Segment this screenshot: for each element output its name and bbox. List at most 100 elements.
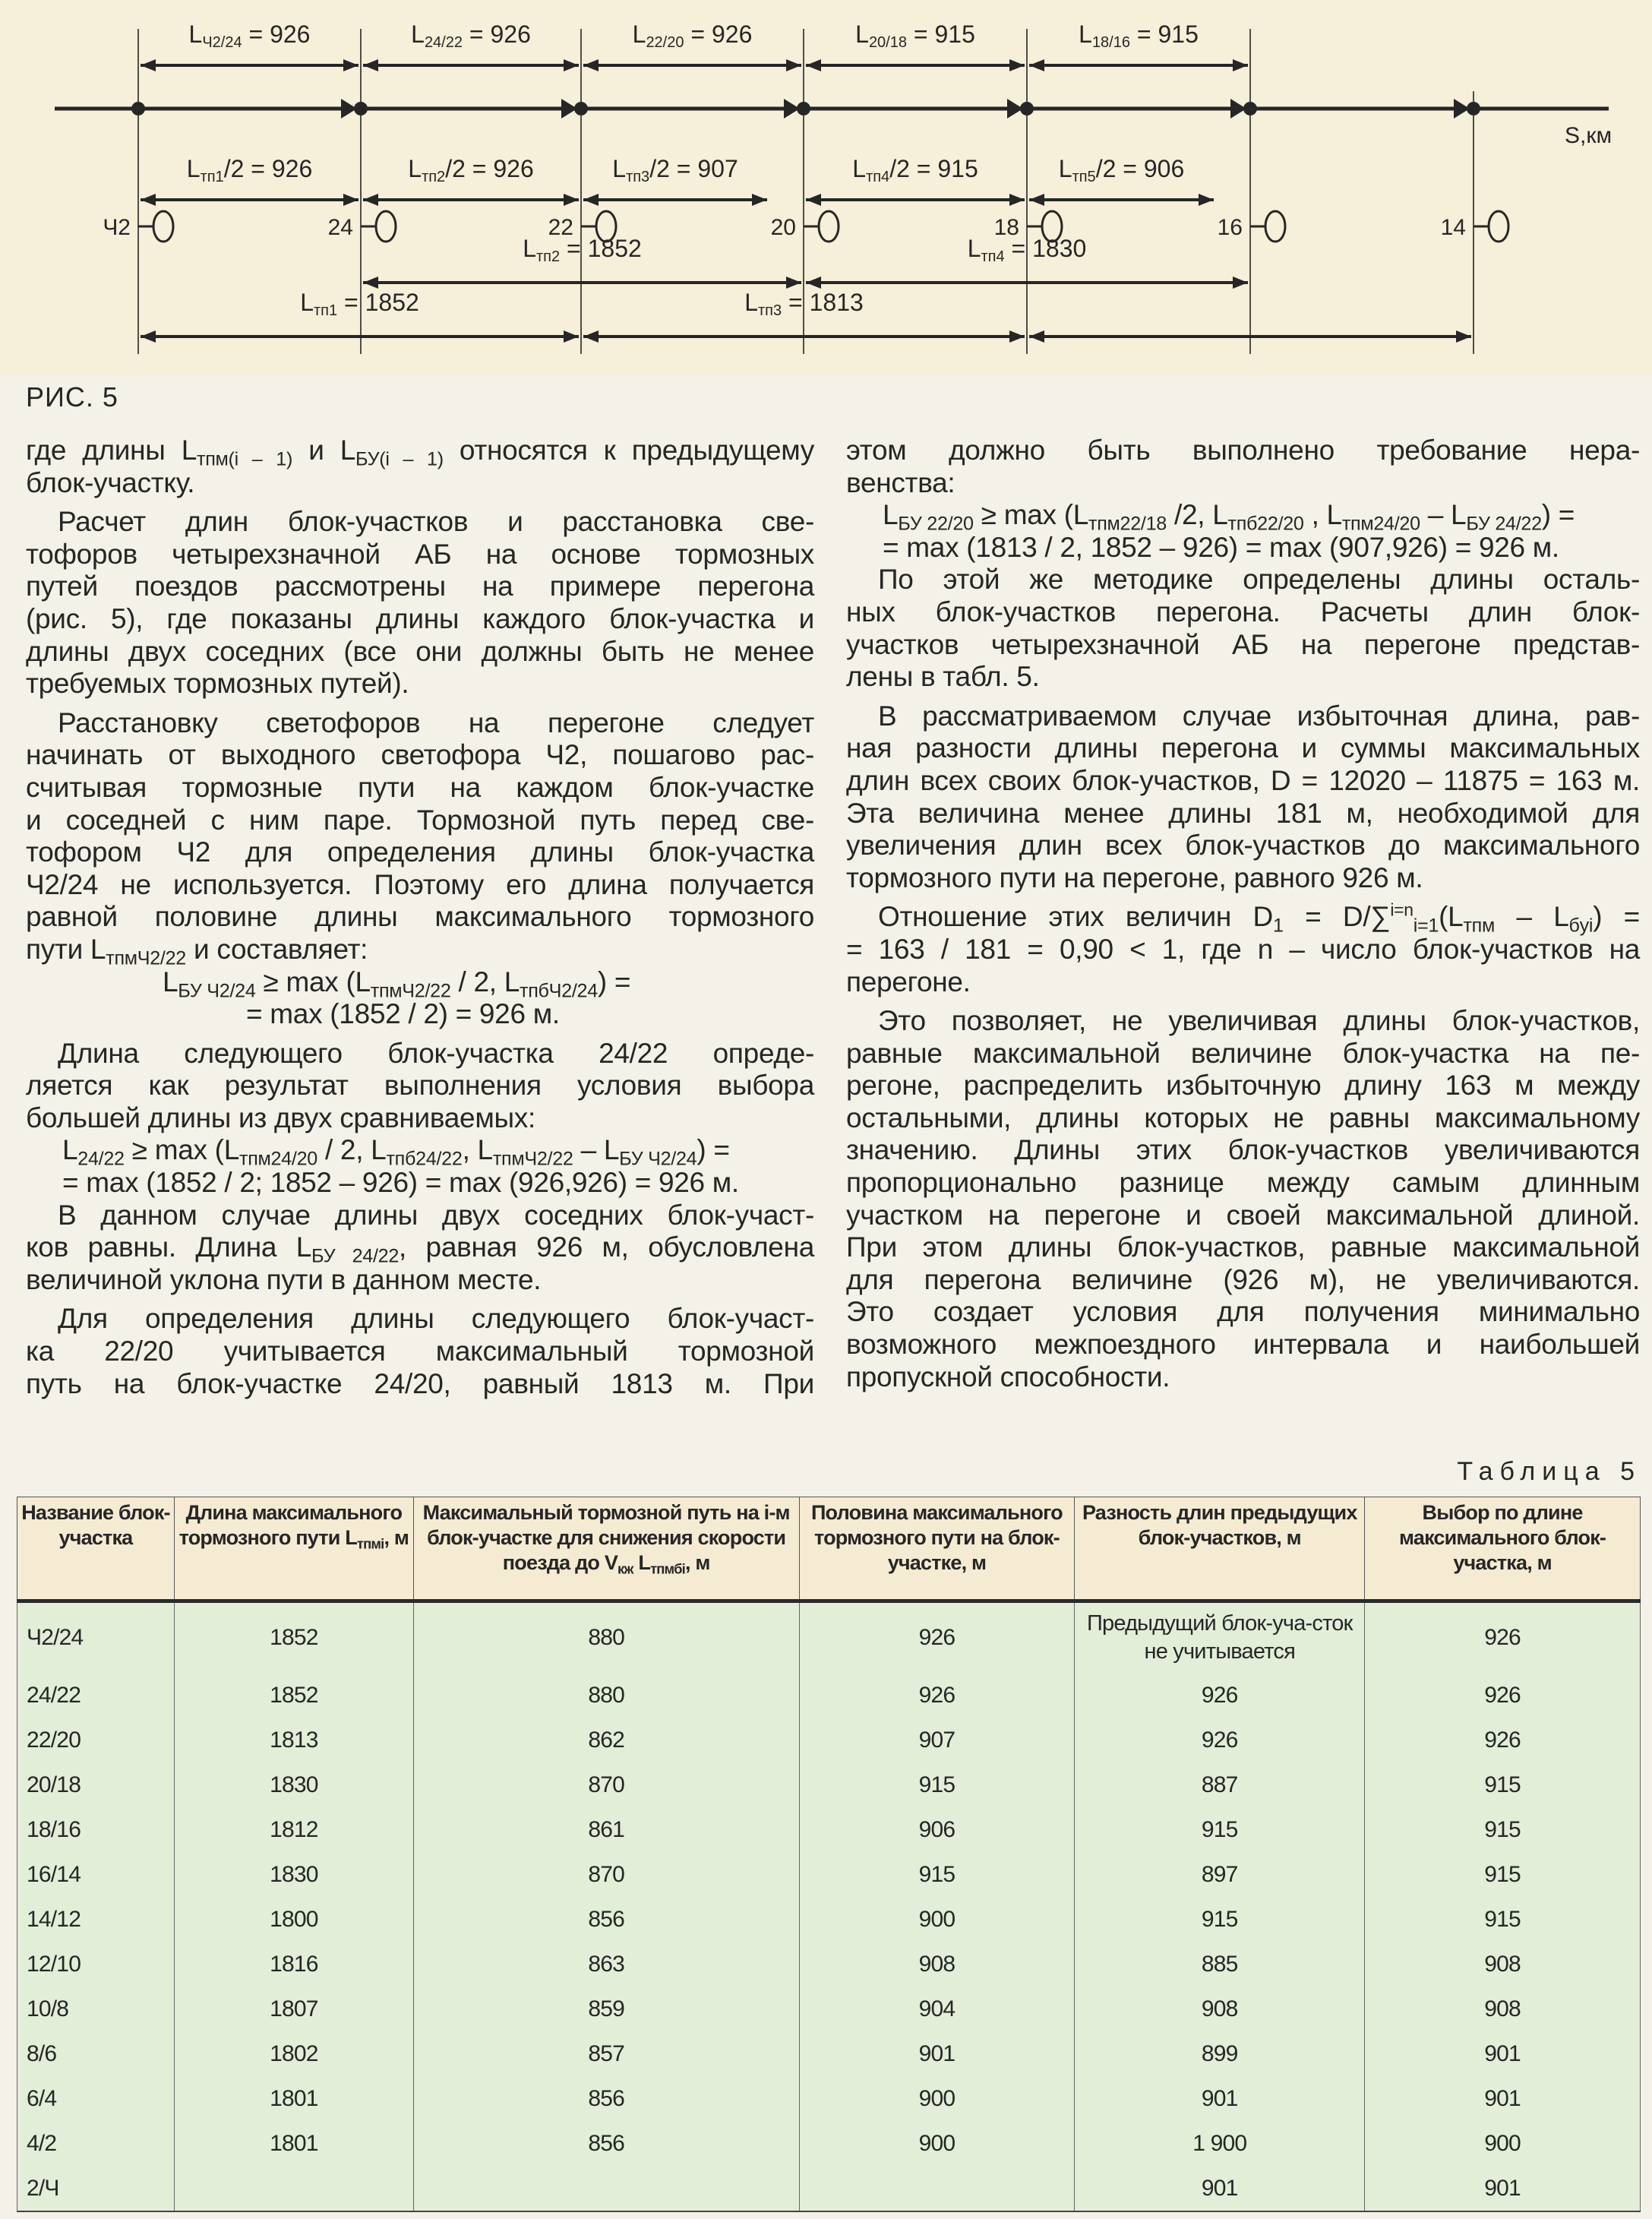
text-line: Это создает условия для получения минима… <box>846 1296 1640 1328</box>
dimension-label: L20/18 = 915 <box>855 21 975 51</box>
signal-light-icon <box>595 210 618 243</box>
direction-arrow-icon <box>1007 99 1023 119</box>
text-line: L24/22 ≥ max (Lтпм24/20 / 2, Lтпб24/22, … <box>62 1134 730 1171</box>
signal-label: 22 <box>548 215 573 240</box>
text-line: начинать от выходного светофора Ч2, поша… <box>26 739 814 771</box>
figure-5-diagram: S,км LЧ2/24 = 926 L24/22 = 926 L22/20 = 926… <box>0 0 1652 376</box>
text-line: LБУ 22/20 ≥ max (Lтпм22/18 /2, Lтпб22/20… <box>883 499 1575 535</box>
table-header-row: Название блок-участка Длина максимального… <box>17 1497 1641 1603</box>
dimension-arrowhead <box>806 59 821 71</box>
table-cell: 899 <box>1074 2031 1366 2076</box>
table-cell: 870 <box>412 1852 800 1897</box>
text-line: LБУ Ч2/24 ≥ max (LтпмЧ2/22 / 2, LтпбЧ2/2… <box>163 966 631 1002</box>
table-cell: 856 <box>412 2076 800 2121</box>
text-line: Ч2/24 не используется. Поэтому его длина… <box>26 868 814 900</box>
table-cell: 859 <box>412 1987 800 2031</box>
table-cell: 880 <box>412 1601 800 1673</box>
table-cell: 1812 <box>173 1807 414 1852</box>
dimension-label: Lтп1/2 = 926 <box>187 155 312 185</box>
text-line: При этом длины блок-участков, равные мак… <box>846 1231 1640 1263</box>
dimension-label: Lтп3/2 = 907 <box>612 155 738 185</box>
text-line: требуемых тормозных путей). <box>26 668 409 700</box>
table-cell: 906 <box>798 1807 1076 1852</box>
table-cell: 900 <box>1364 2121 1641 2166</box>
right-text-column: этом должно быть выполнено требование не… <box>846 435 1640 1393</box>
text-line: регоне, распределить избыточную длину 16… <box>846 1070 1640 1102</box>
signal-light-icon <box>817 210 840 243</box>
text-line: лены в табл. 5. <box>846 661 1040 693</box>
signal-light-icon <box>152 210 175 243</box>
dimension-arrowhead <box>1029 194 1044 206</box>
dimension-arrowhead <box>1029 59 1044 71</box>
column-header: Половина максимального тормозного пути н… <box>798 1497 1076 1603</box>
table-cell: 870 <box>412 1762 800 1807</box>
text-line: возможного межпоездного интервала и наиб… <box>846 1329 1640 1361</box>
dimension-arrowhead <box>806 194 821 206</box>
text-line: ная разности длины перегона и суммы макс… <box>846 732 1640 764</box>
text-line: = max (1852 / 2; 1852 – 926) = max (926,… <box>62 1167 739 1199</box>
text-line: участков четырехзначной АБ на перегоне п… <box>846 628 1640 660</box>
table-row: 24/22 1852 880 926 926 926 <box>17 1673 1641 1718</box>
table-cell: 915 <box>1364 1897 1641 1942</box>
text-line: Для определения длины следующего блок-уч… <box>58 1303 814 1335</box>
dimension-label: Lтп4 = 1830 <box>968 235 1087 265</box>
dimension-arrowhead <box>786 59 801 71</box>
text-line: Это позволяет, не увеличивая длины блок-… <box>878 1005 1640 1037</box>
table-cell: 1800 <box>173 1897 414 1942</box>
text-line: длины двух соседних (все они должны быть… <box>26 635 814 667</box>
table-cell: 915 <box>798 1762 1076 1807</box>
text-line: Эта величина менее длины 181 м, необходи… <box>846 797 1640 829</box>
signal-label: 14 <box>1441 215 1466 240</box>
text-line: венства: <box>846 466 956 498</box>
text-line: ков равны. Длина LБУ 24/22, равная 926 м… <box>26 1231 814 1267</box>
table-cell: 861 <box>412 1807 800 1852</box>
table-cell: 900 <box>798 1897 1076 1942</box>
signal-light-icon <box>1041 210 1063 243</box>
block-boundary-dot <box>1243 102 1257 115</box>
block-boundary-dot <box>1020 102 1034 115</box>
table-cell: 926 <box>798 1673 1076 1718</box>
table-cell: 10/8 <box>17 1987 175 2031</box>
table-cell: 901 <box>798 2031 1076 2076</box>
dimension-arrowhead <box>1009 330 1025 343</box>
text-line: перегоне. <box>846 966 971 997</box>
table-cell: 926 <box>798 1601 1076 1673</box>
dimension-arrowhead <box>363 277 378 289</box>
table-cell: Ч2/24 <box>17 1601 175 1673</box>
table-cell: 1830 <box>173 1762 414 1807</box>
dimension-arrowhead <box>1456 330 1471 343</box>
column-header: Название блок-участка <box>17 1497 175 1603</box>
table-cell: 901 <box>1074 2166 1366 2212</box>
text-line: Расстановку светофоров на перегоне следу… <box>58 706 814 738</box>
table-cell: 901 <box>1364 2031 1641 2076</box>
table-cell: 887 <box>1074 1762 1366 1807</box>
text-line: = max (1852 / 2) = 926 м. <box>246 998 560 1030</box>
block-boundary-dot <box>354 102 368 115</box>
table-cell: 915 <box>1074 1897 1366 1942</box>
column-header: Максимальный тормозной путь на i-м блок-… <box>412 1497 800 1603</box>
signal-label: Ч2 <box>103 215 131 240</box>
block-boundary-dot <box>131 102 145 115</box>
dimension-arrowhead <box>141 59 156 71</box>
table-cell: 900 <box>798 2121 1076 2166</box>
table-cell: 1802 <box>173 2031 414 2076</box>
table-row: Ч2/24 1852 880 926 Предыдущий блок-уча-сток … <box>17 1601 1641 1673</box>
table-cell: 907 <box>798 1718 1076 1762</box>
table-cell: 915 <box>798 1852 1076 1897</box>
table-cell: 926 <box>1074 1718 1366 1762</box>
table-cell: 4/2 <box>17 2121 175 2166</box>
dimension-arrowhead <box>583 194 599 206</box>
text-line: В данном случае длины двух соседних блок… <box>58 1199 814 1231</box>
table-cell: 22/20 <box>17 1718 175 1762</box>
table-row: 6/4 1801 856 900 901 901 <box>17 2076 1641 2121</box>
dimension-arrowhead <box>343 194 359 206</box>
text-line: равные максимальной величине блок-участк… <box>846 1037 1640 1069</box>
text-line: пропускной способности. <box>846 1361 1170 1392</box>
table-cell: 915 <box>1364 1807 1641 1852</box>
signal-label: 16 <box>1218 215 1243 240</box>
text-line: для перегона величине (926 м), не увелич… <box>846 1263 1640 1295</box>
dimension-arrowhead <box>583 59 599 71</box>
direction-arrow-icon <box>341 99 357 119</box>
text-line: этом должно быть выполнено требование не… <box>846 435 1640 466</box>
table-cell <box>412 2166 800 2212</box>
